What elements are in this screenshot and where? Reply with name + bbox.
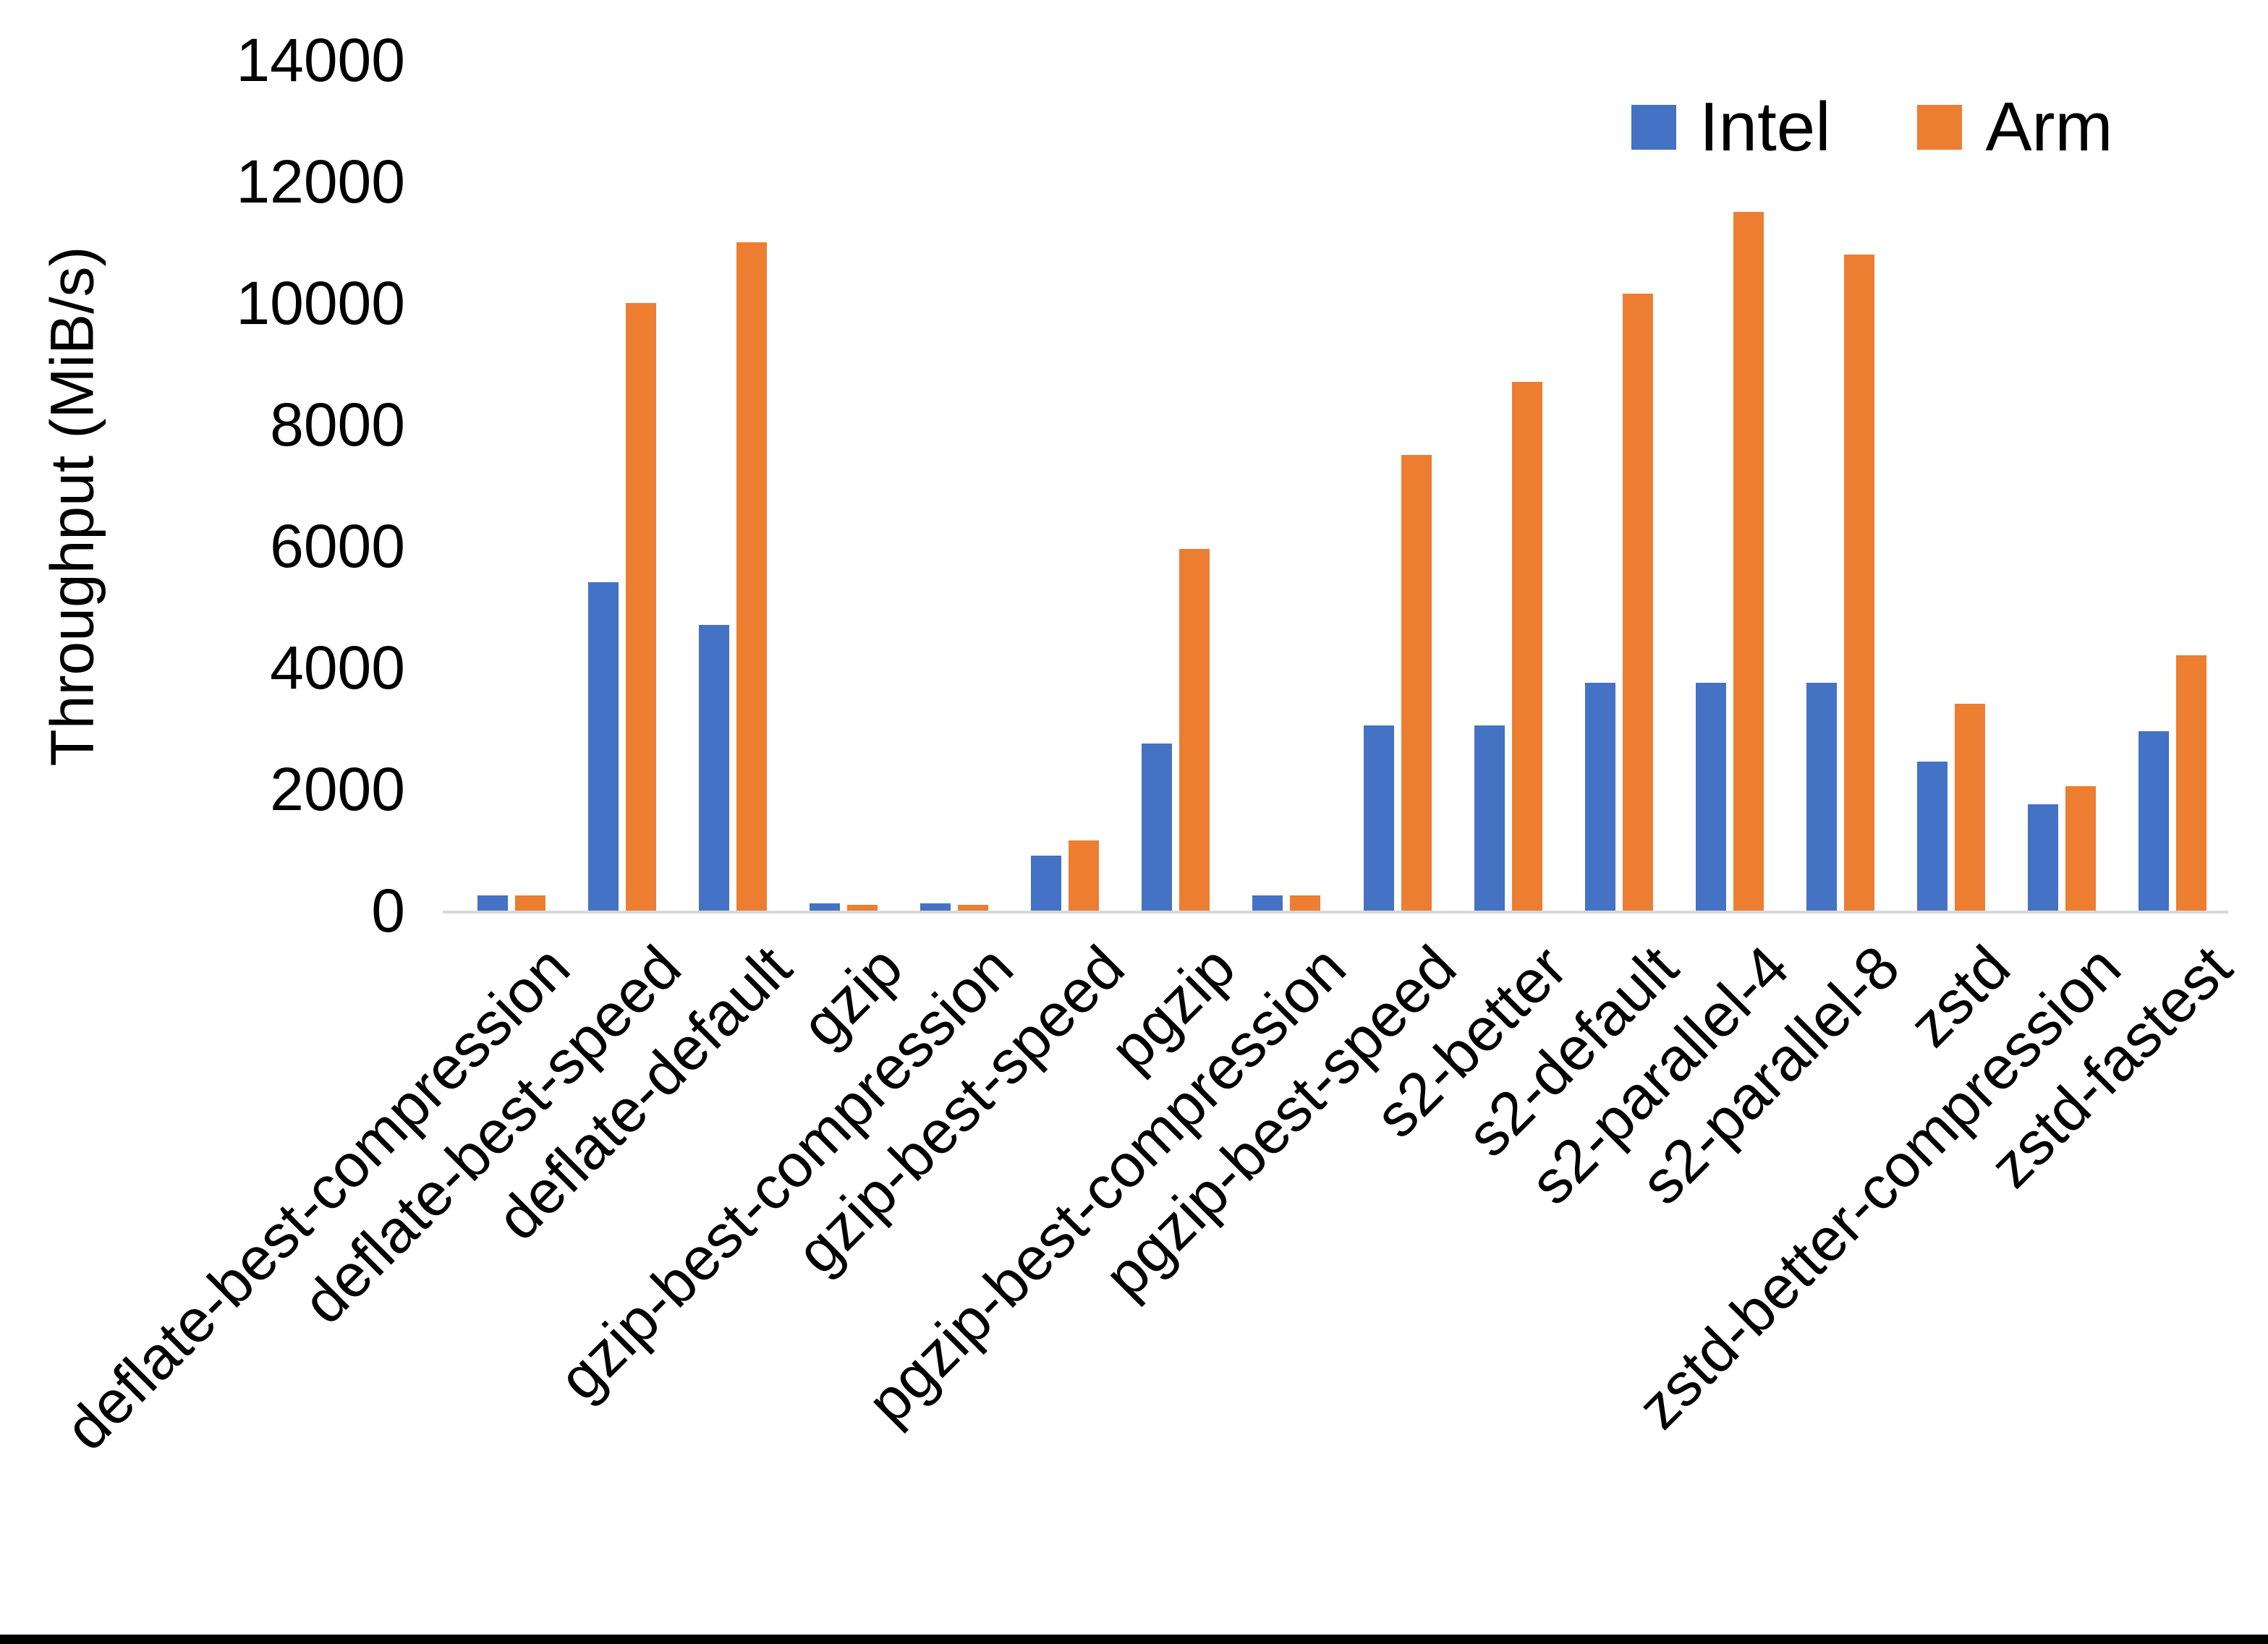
bar-pair-s2-default — [1563, 60, 1674, 911]
bar-group-gzip-best-speed: gzip-best-speed — [783, 60, 1137, 1287]
bar-intel-gzip-best-compression — [920, 903, 951, 911]
bar-arm-deflate-best-speed — [625, 303, 656, 911]
bar-group-pgzip-best-compression: pgzip-best-compression — [854, 60, 1358, 1436]
legend-swatch-arm — [1917, 105, 1963, 150]
bar-arm-zstd — [1955, 704, 1986, 911]
bar-pair-deflate-best-speed — [566, 60, 677, 911]
bar-arm-zstd-fastest — [2176, 655, 2207, 911]
y-tick-label-0: 0 — [371, 877, 405, 945]
bar-arm-gzip — [846, 905, 878, 911]
bar-intel-s2-parallel-8 — [1806, 683, 1838, 911]
legend-label-arm: Arm — [1985, 88, 2113, 166]
bar-pair-pgzip — [1121, 60, 1231, 911]
bar-pair-zstd — [1896, 60, 2007, 911]
bar-group-deflate-best-compression: deflate-best-compression — [52, 60, 582, 1463]
bar-pair-s2-parallel-4 — [1674, 60, 1785, 911]
bar-pair-s2-better — [1453, 60, 1563, 911]
bar-arm-deflate-best-compression — [514, 895, 545, 911]
bar-group-s2-better: s2-better — [1362, 60, 1580, 1150]
y-tick-label-6000: 6000 — [270, 512, 405, 580]
plot-area: deflate-best-compression deflate-best-spe… — [52, 60, 2244, 1463]
bar-group-s2-parallel-4: s2-parallel-4 — [1517, 60, 1801, 1217]
bar-intel-s2-default — [1584, 683, 1615, 911]
bar-arm-pgzip-best-compression — [1290, 895, 1321, 911]
bar-arm-s2-parallel-8 — [1844, 254, 1875, 911]
bar-arm-zstd-better-compression — [2065, 785, 2097, 911]
bar-pair-s2-parallel-8 — [1785, 60, 1896, 911]
bar-group-zstd: zstd — [1896, 60, 2023, 1060]
bar-group-pgzip: pgzip — [1097, 60, 1247, 1083]
bar-pair-gzip — [788, 60, 899, 911]
bar-group-zstd-fastest: zstd-fastest — [1976, 60, 2244, 1201]
bar-group-s2-parallel-8: s2-parallel-8 — [1628, 60, 1912, 1217]
y-tick-label-10000: 10000 — [236, 269, 405, 337]
bar-intel-gzip-best-speed — [1031, 856, 1062, 911]
bar-intel-zstd-fastest — [2139, 731, 2170, 911]
y-tick-label-8000: 8000 — [270, 391, 405, 459]
bar-intel-deflate-default — [698, 625, 729, 911]
bar-intel-s2-parallel-4 — [1695, 683, 1726, 911]
y-tick-label-4000: 4000 — [270, 634, 405, 702]
bar-group-zstd-better-compression: zstd-better-compression — [1625, 60, 2133, 1441]
bar-intel-s2-better — [1474, 725, 1505, 911]
legend: Intel Arm — [1631, 93, 2112, 162]
bar-arm-gzip-best-compression — [958, 905, 989, 911]
bar-arm-pgzip — [1179, 549, 1210, 911]
legend-swatch-intel — [1631, 105, 1676, 150]
y-axis-tick-labels: 0 2000 4000 6000 8000 10000 12000 14000 — [0, 30, 405, 941]
y-tick-label-2000: 2000 — [270, 755, 405, 823]
bar-arm-s2-parallel-4 — [1733, 212, 1764, 911]
bar-intel-pgzip-best-compression — [1252, 895, 1283, 911]
bar-pair-pgzip-best-speed — [1342, 60, 1453, 911]
bar-pair-gzip-best-speed — [1010, 60, 1121, 911]
bar-arm-s2-better — [1511, 382, 1542, 911]
bar-group-deflate-best-speed: deflate-best-speed — [289, 60, 694, 1337]
bar-group-pgzip-best-speed: pgzip-best-speed — [1091, 60, 1469, 1311]
bar-intel-deflate-best-speed — [587, 582, 619, 911]
legend-item-arm: Arm — [1917, 93, 2112, 162]
bar-group-deflate-default: deflate-default — [484, 60, 804, 1253]
bar-intel-pgzip — [1142, 744, 1173, 911]
y-tick-label-12000: 12000 — [236, 148, 405, 216]
bar-intel-pgzip-best-speed — [1363, 725, 1394, 911]
bar-group-gzip-best-compression: gzip-best-compression — [545, 60, 1026, 1413]
bar-arm-gzip-best-speed — [1069, 840, 1100, 911]
bar-intel-zstd — [1917, 762, 1948, 911]
bar-group-s2-default: s2-default — [1453, 60, 1691, 1170]
bar-arm-s2-default — [1622, 294, 1653, 911]
bar-pair-zstd-better-compression — [2007, 60, 2118, 911]
bar-arm-deflate-default — [736, 242, 767, 911]
bar-pair-deflate-best-compression — [456, 60, 566, 911]
bar-pair-pgzip-best-compression — [1231, 60, 1342, 911]
x-axis-line — [443, 911, 2228, 913]
legend-label-intel: Intel — [1699, 88, 1831, 166]
bar-pair-deflate-default — [677, 60, 788, 911]
bar-intel-zstd-better-compression — [2028, 804, 2059, 911]
bar-pair-gzip-best-compression — [899, 60, 1010, 911]
window-bottom-strip — [0, 1635, 2268, 1644]
bar-intel-deflate-best-compression — [477, 895, 508, 911]
bar-arm-pgzip-best-speed — [1401, 455, 1432, 911]
bar-intel-gzip — [809, 903, 840, 911]
bar-group-gzip: gzip — [788, 60, 915, 1060]
legend-item-intel: Intel — [1631, 93, 1830, 162]
y-tick-label-14000: 14000 — [236, 26, 405, 94]
bar-pair-zstd-fastest — [2118, 60, 2228, 911]
